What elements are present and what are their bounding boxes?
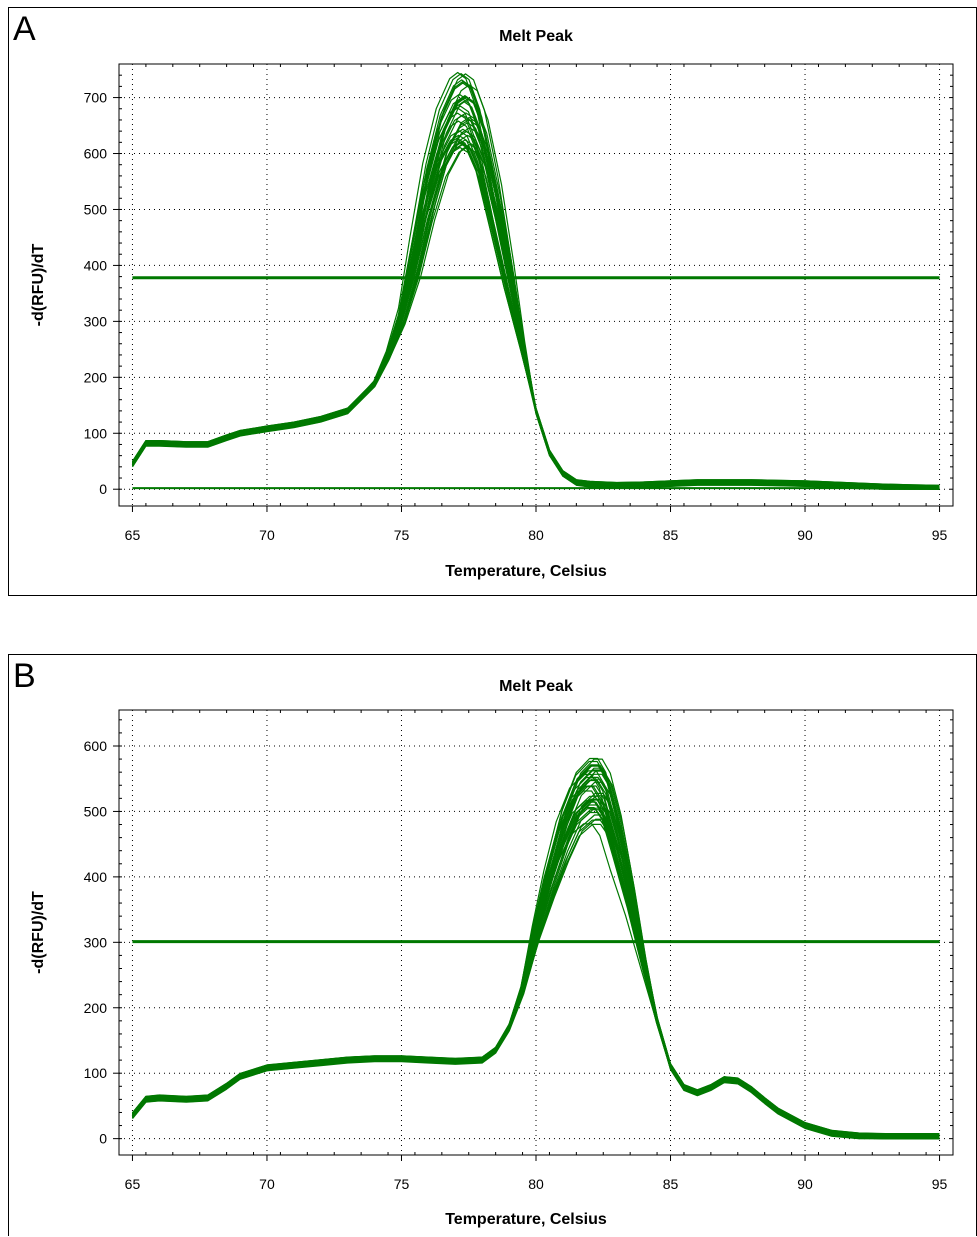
x-tick-label: 95 — [932, 1176, 948, 1192]
melt-curve — [132, 767, 940, 1138]
y-tick-label: 100 — [84, 425, 108, 441]
y-tick-label: 300 — [84, 934, 108, 950]
chart-panel-a: A Melt Peak 65 70 75 80 85 90 95 0 100 200 300 400 50… — [8, 7, 977, 596]
x-tick-label: 65 — [125, 1176, 141, 1192]
y-tick-label: 600 — [84, 738, 108, 754]
chart-title: Melt Peak — [499, 678, 573, 695]
x-tick-label: 95 — [932, 527, 948, 543]
melt-curve — [131, 128, 940, 489]
x-tick-label: 80 — [528, 1176, 544, 1192]
x-tick-label: 90 — [797, 1176, 813, 1192]
x-tick-label: 70 — [259, 1176, 275, 1192]
chart-title: Melt Peak — [499, 28, 573, 45]
y-tick-label: 500 — [84, 803, 108, 819]
x-axis-label: Temperature, Celsius — [445, 563, 607, 580]
x-tick-label: 90 — [797, 527, 813, 543]
panel-label-b: B — [13, 657, 36, 695]
x-tick-label: 75 — [394, 527, 410, 543]
melt-curve — [131, 95, 940, 488]
y-tick-label: 0 — [99, 1131, 107, 1147]
chart-panel-b: B Melt Peak 65 70 75 80 85 90 95 0 100 200 300 400 50… — [8, 654, 977, 1236]
y-tick-label: 200 — [84, 1000, 108, 1016]
x-tick-label: 70 — [259, 527, 275, 543]
x-tick-label: 85 — [663, 527, 679, 543]
y-tick-label: 400 — [84, 869, 108, 885]
x-tick-label: 75 — [394, 1176, 410, 1192]
melt-curve — [132, 801, 940, 1135]
melt-curve — [132, 781, 940, 1137]
melt-curve — [132, 814, 940, 1140]
y-tick-label: 100 — [84, 1065, 108, 1081]
y-tick-label: 0 — [99, 481, 107, 497]
x-tick-label: 85 — [663, 1176, 679, 1192]
panel-label-a: A — [13, 10, 36, 48]
x-tick-label: 80 — [528, 527, 544, 543]
x-axis-label: Temperature, Celsius — [445, 1211, 607, 1228]
x-tick-label: 65 — [125, 527, 141, 543]
y-axis-label: -d(RFU)/dT — [30, 243, 47, 326]
melt-curve — [131, 146, 940, 490]
melt-peak-chart-b: Melt Peak 65 70 75 80 85 90 95 0 100 200 300 400 500 6… — [30, 678, 954, 1228]
melt-peak-chart-a: Melt Peak 65 70 75 80 85 90 95 0 100 200 300 400 500 6… — [30, 28, 954, 580]
melt-curves — [131, 71, 940, 490]
y-tick-label: 600 — [84, 146, 108, 162]
y-tick-label: 500 — [84, 201, 108, 217]
melt-curve — [132, 807, 940, 1139]
melt-curves — [132, 757, 940, 1140]
melt-curve — [131, 119, 940, 490]
y-tick-label: 300 — [84, 313, 108, 329]
y-axis-label: -d(RFU)/dT — [30, 891, 47, 974]
y-tick-label: 400 — [84, 257, 108, 273]
y-tick-label: 700 — [84, 90, 108, 106]
y-tick-label: 200 — [84, 369, 108, 385]
